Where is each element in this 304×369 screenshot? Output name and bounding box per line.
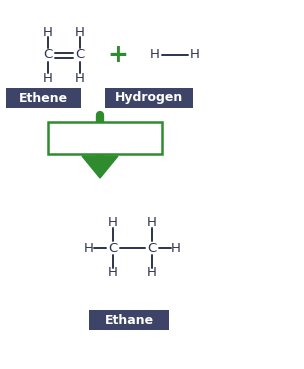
Text: H: H [171,241,181,255]
Text: H: H [147,217,157,230]
Text: C: C [43,48,53,62]
Text: Ethane: Ethane [105,314,154,327]
Text: H: H [147,266,157,279]
Text: H: H [190,48,200,62]
Polygon shape [82,156,118,178]
FancyBboxPatch shape [6,88,81,108]
Text: C: C [108,241,118,255]
FancyBboxPatch shape [48,122,162,154]
Text: H: H [75,72,85,85]
Text: H: H [108,217,118,230]
Text: H: H [108,266,118,279]
FancyBboxPatch shape [89,310,169,330]
Text: H: H [43,72,53,85]
Text: C: C [75,48,85,62]
Text: C: C [147,241,157,255]
Text: Ethene: Ethene [19,92,68,104]
Text: H: H [84,241,94,255]
Text: H: H [75,25,85,38]
FancyBboxPatch shape [105,88,193,108]
Text: Ni catalyst: Ni catalyst [63,131,147,145]
Text: H: H [43,25,53,38]
Text: Hydrogen: Hydrogen [115,92,183,104]
Text: +: + [108,43,128,67]
Text: H: H [150,48,160,62]
